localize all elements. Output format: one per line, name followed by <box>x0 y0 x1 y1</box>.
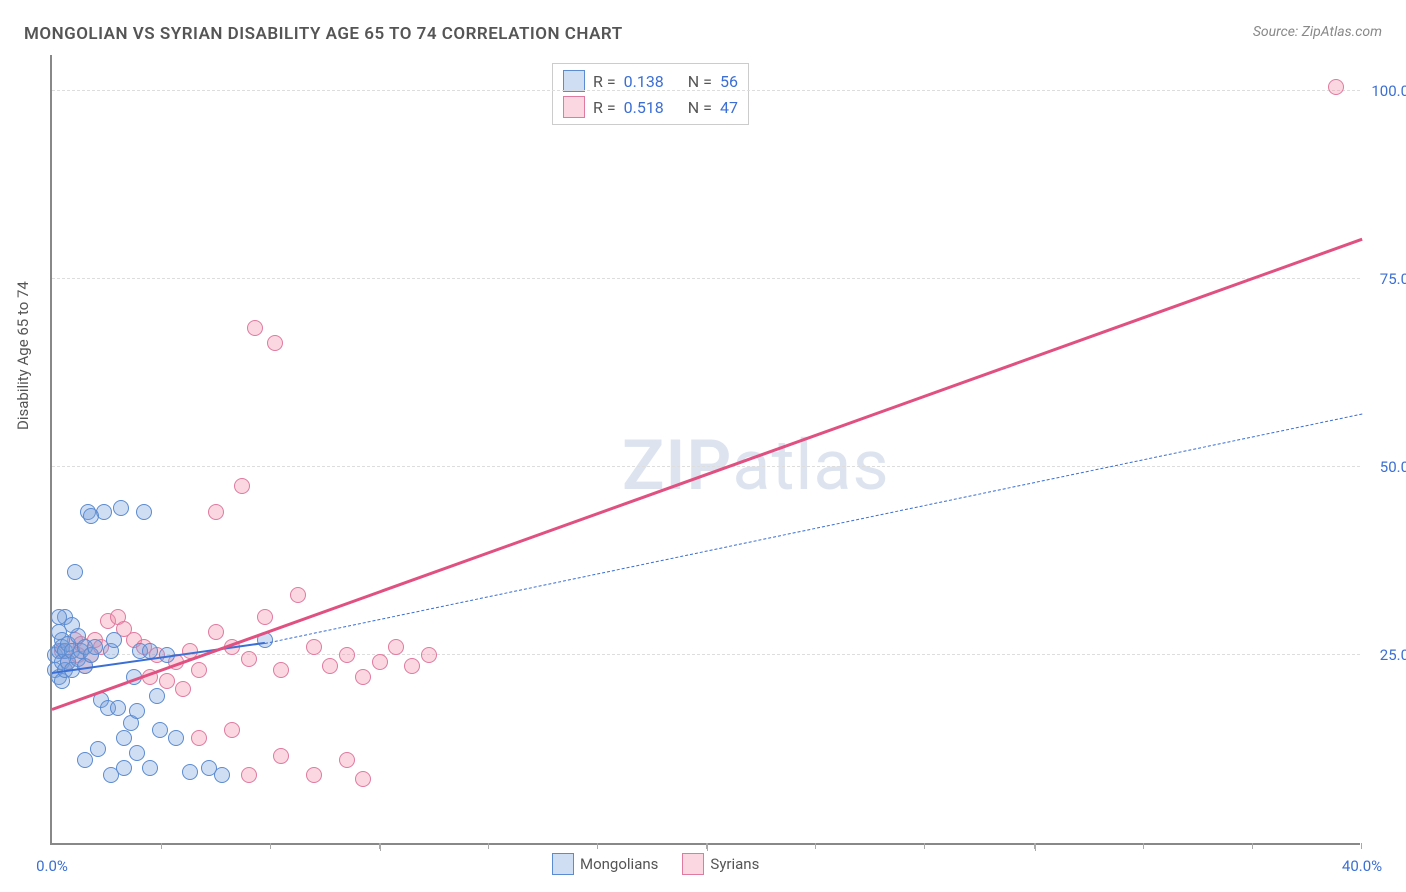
scatter-point-mongolians <box>83 508 99 524</box>
x-minor-tick <box>815 843 816 849</box>
scatter-point-syrians <box>339 647 355 663</box>
scatter-point-syrians <box>388 639 404 655</box>
legend-label-syrians: Syrians <box>710 855 759 873</box>
n-label: N = <box>688 98 712 117</box>
scatter-point-syrians <box>241 767 257 783</box>
scatter-point-mongolians <box>116 730 132 746</box>
scatter-point-syrians <box>234 478 250 494</box>
legend-swatch-icon <box>552 853 574 875</box>
scatter-point-syrians <box>257 609 273 625</box>
scatter-point-syrians <box>241 651 257 667</box>
scatter-point-mongolians <box>67 564 83 580</box>
y-tick-label: 25.0% <box>1365 646 1406 664</box>
x-minor-tick <box>270 843 271 849</box>
scatter-point-mongolians <box>152 722 168 738</box>
r-value-syrians: 0.518 <box>624 98 664 117</box>
trend-line <box>265 413 1362 643</box>
legend-swatch-syrians <box>563 96 585 118</box>
scatter-point-mongolians <box>106 632 122 648</box>
legend-item-mongolians: Mongolians <box>552 853 658 875</box>
x-minor-tick <box>706 843 707 849</box>
gridline-h <box>52 466 1360 467</box>
scatter-point-mongolians <box>214 767 230 783</box>
plot-area: ZIPatlas R = 0.138 N = 56 R = 0.518 N = … <box>50 55 1360 845</box>
scatter-point-mongolians <box>168 730 184 746</box>
scatter-point-mongolians <box>182 764 198 780</box>
n-label: N = <box>688 72 712 91</box>
scatter-point-syrians <box>306 639 322 655</box>
x-minor-tick <box>1361 843 1362 849</box>
correlation-legend: R = 0.138 N = 56 R = 0.518 N = 47 <box>552 63 749 125</box>
gridline-h <box>52 278 1360 279</box>
scatter-point-mongolians <box>110 700 126 716</box>
x-tick-label: 40.0% <box>1342 857 1382 875</box>
x-minor-tick <box>1143 843 1144 849</box>
scatter-point-syrians <box>159 673 175 689</box>
scatter-point-mongolians <box>129 703 145 719</box>
scatter-point-mongolians <box>142 760 158 776</box>
scatter-point-syrians <box>208 624 224 640</box>
gridline-h <box>52 90 1360 91</box>
source-label: Source: ZipAtlas.com <box>1253 24 1382 40</box>
scatter-point-syrians <box>208 504 224 520</box>
y-tick-label: 50.0% <box>1365 458 1406 476</box>
legend-label-mongolians: Mongolians <box>580 855 658 873</box>
y-axis-label: Disability Age 65 to 74 <box>14 281 32 430</box>
n-value-mongolians: 56 <box>720 72 738 91</box>
scatter-point-syrians <box>191 662 207 678</box>
scatter-point-mongolians <box>77 752 93 768</box>
r-value-mongolians: 0.138 <box>624 72 664 91</box>
r-label: R = <box>593 98 616 117</box>
y-tick-label: 75.0% <box>1365 270 1406 288</box>
scatter-point-syrians <box>1328 79 1344 95</box>
r-label: R = <box>593 72 616 91</box>
scatter-point-mongolians <box>90 741 106 757</box>
x-minor-tick <box>597 843 598 849</box>
scatter-point-syrians <box>421 647 437 663</box>
scatter-point-syrians <box>372 654 388 670</box>
scatter-point-syrians <box>224 722 240 738</box>
legend-item-syrians: Syrians <box>682 853 759 875</box>
scatter-point-mongolians <box>87 639 103 655</box>
x-minor-tick <box>1252 843 1253 849</box>
scatter-point-mongolians <box>136 504 152 520</box>
scatter-point-mongolians <box>113 500 129 516</box>
x-minor-tick <box>379 843 380 849</box>
scatter-point-syrians <box>267 335 283 351</box>
scatter-point-syrians <box>355 669 371 685</box>
scatter-point-syrians <box>273 662 289 678</box>
scatter-point-mongolians <box>149 688 165 704</box>
y-tick-label: 100.0% <box>1365 82 1406 100</box>
x-tick-label: 0.0% <box>36 857 68 875</box>
x-minor-tick <box>161 843 162 849</box>
scatter-point-syrians <box>322 658 338 674</box>
x-minor-tick <box>924 843 925 849</box>
legend-swatch-icon <box>682 853 704 875</box>
series-legend: Mongolians Syrians <box>552 853 759 875</box>
scatter-point-syrians <box>290 587 306 603</box>
scatter-point-syrians <box>339 752 355 768</box>
scatter-point-mongolians <box>129 745 145 761</box>
scatter-point-syrians <box>355 771 371 787</box>
x-minor-tick <box>488 843 489 849</box>
scatter-point-syrians <box>306 767 322 783</box>
chart-title: MONGOLIAN VS SYRIAN DISABILITY AGE 65 TO… <box>24 24 623 44</box>
scatter-point-syrians <box>247 320 263 336</box>
scatter-point-mongolians <box>116 760 132 776</box>
scatter-point-syrians <box>175 681 191 697</box>
scatter-point-syrians <box>191 730 207 746</box>
scatter-point-syrians <box>404 658 420 674</box>
x-minor-tick <box>1034 843 1035 849</box>
scatter-point-syrians <box>273 748 289 764</box>
scatter-point-mongolians <box>51 609 67 625</box>
trend-line <box>51 238 1362 711</box>
n-value-syrians: 47 <box>720 98 738 117</box>
x-tick <box>1035 843 1036 851</box>
legend-row-syrians: R = 0.518 N = 47 <box>563 94 738 120</box>
